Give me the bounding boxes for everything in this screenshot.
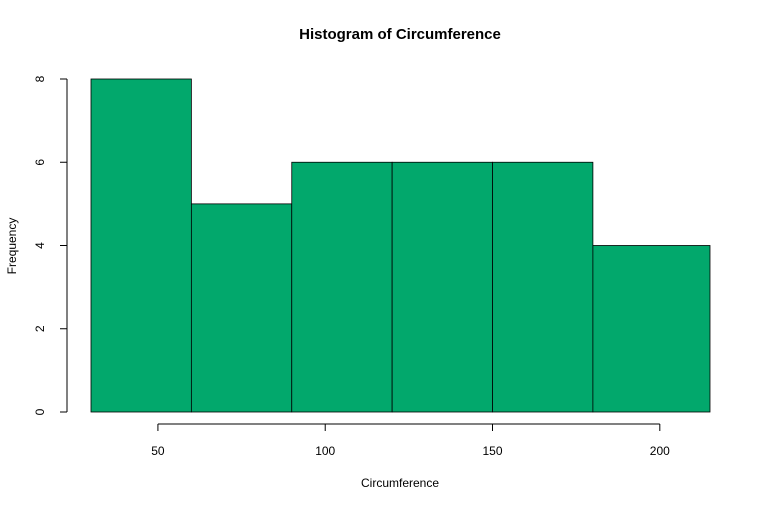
histogram-bar xyxy=(592,245,711,413)
x-tick-label: 100 xyxy=(315,444,335,458)
y-tick-label: 0 xyxy=(33,408,47,415)
y-axis-label: Frequency xyxy=(5,218,19,275)
histogram-bar xyxy=(291,161,393,413)
histogram-bar xyxy=(90,78,192,413)
x-axis: 50 100 150 200 xyxy=(151,423,670,458)
y-tick-label: 8 xyxy=(33,75,47,82)
y-tick-label: 4 xyxy=(33,242,47,249)
bars-group xyxy=(90,78,711,413)
histogram-bar xyxy=(492,161,594,413)
x-tick-label: 150 xyxy=(482,444,502,458)
y-axis: 0 2 4 6 8 xyxy=(33,75,68,415)
histogram-bar xyxy=(190,203,293,413)
x-tick-label: 50 xyxy=(151,444,165,458)
y-tick-label: 6 xyxy=(33,159,47,166)
y-tick-label: 2 xyxy=(33,325,47,332)
histogram-bar xyxy=(391,161,493,413)
x-tick-label: 200 xyxy=(650,444,670,458)
x-axis-label: Circumference xyxy=(361,476,439,490)
chart-title: Histogram of Circumference xyxy=(299,26,501,43)
